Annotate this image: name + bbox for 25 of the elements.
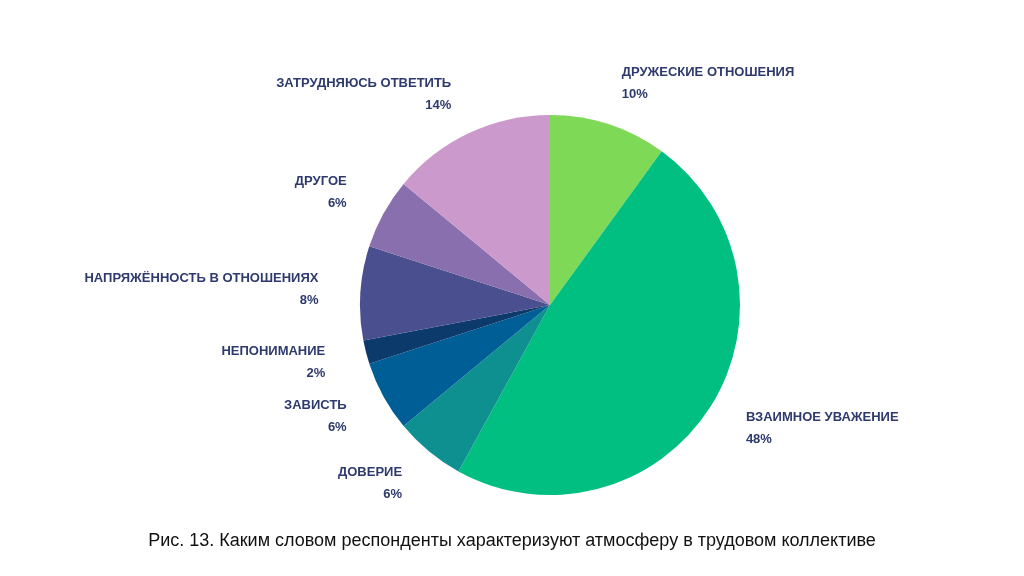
data-label: 6%	[327, 418, 348, 434]
pie-slice	[550, 115, 662, 305]
slice-label: ЗАТРУДНЯЮСЬ ОТВЕТИТЬ	[276, 75, 452, 91]
pie-slice	[360, 246, 550, 341]
data-label: 14%	[425, 97, 452, 113]
slice-label: ВЗАИМНОЕ УВАЖЕНИЕ	[745, 409, 899, 425]
data-label: 10%	[621, 86, 649, 102]
slice-label: ДРУЖЕСКИЕ ОТНОШЕНИЯ	[621, 64, 795, 80]
slice-label: НЕПОНИМАНИЕ	[221, 342, 326, 358]
pie-slice	[363, 305, 550, 364]
text: Рис. 13. Каким словом респонденты характеризуют атмосферу в трудовом коллективе	[147, 530, 877, 551]
data-label: 6%	[327, 195, 348, 211]
pie-slice	[369, 183, 550, 305]
data-label: 8%	[299, 292, 319, 308]
data-label: 48%	[745, 431, 773, 447]
slice-label: ЗАВИСТЬ	[284, 396, 347, 412]
pie-slice	[403, 305, 550, 472]
pie-slice	[458, 151, 740, 495]
pie-slice	[369, 305, 550, 427]
slice-label: ДОВЕРИЕ	[337, 463, 403, 479]
pie-slice	[403, 115, 550, 305]
slice-label: ДРУГОЕ	[294, 173, 348, 189]
data-label: 2%	[306, 364, 326, 380]
data-label: 6%	[383, 485, 403, 501]
slice-label: НАПРЯЖЁННОСТЬ В ОТНОШЕНИЯХ	[84, 270, 319, 286]
